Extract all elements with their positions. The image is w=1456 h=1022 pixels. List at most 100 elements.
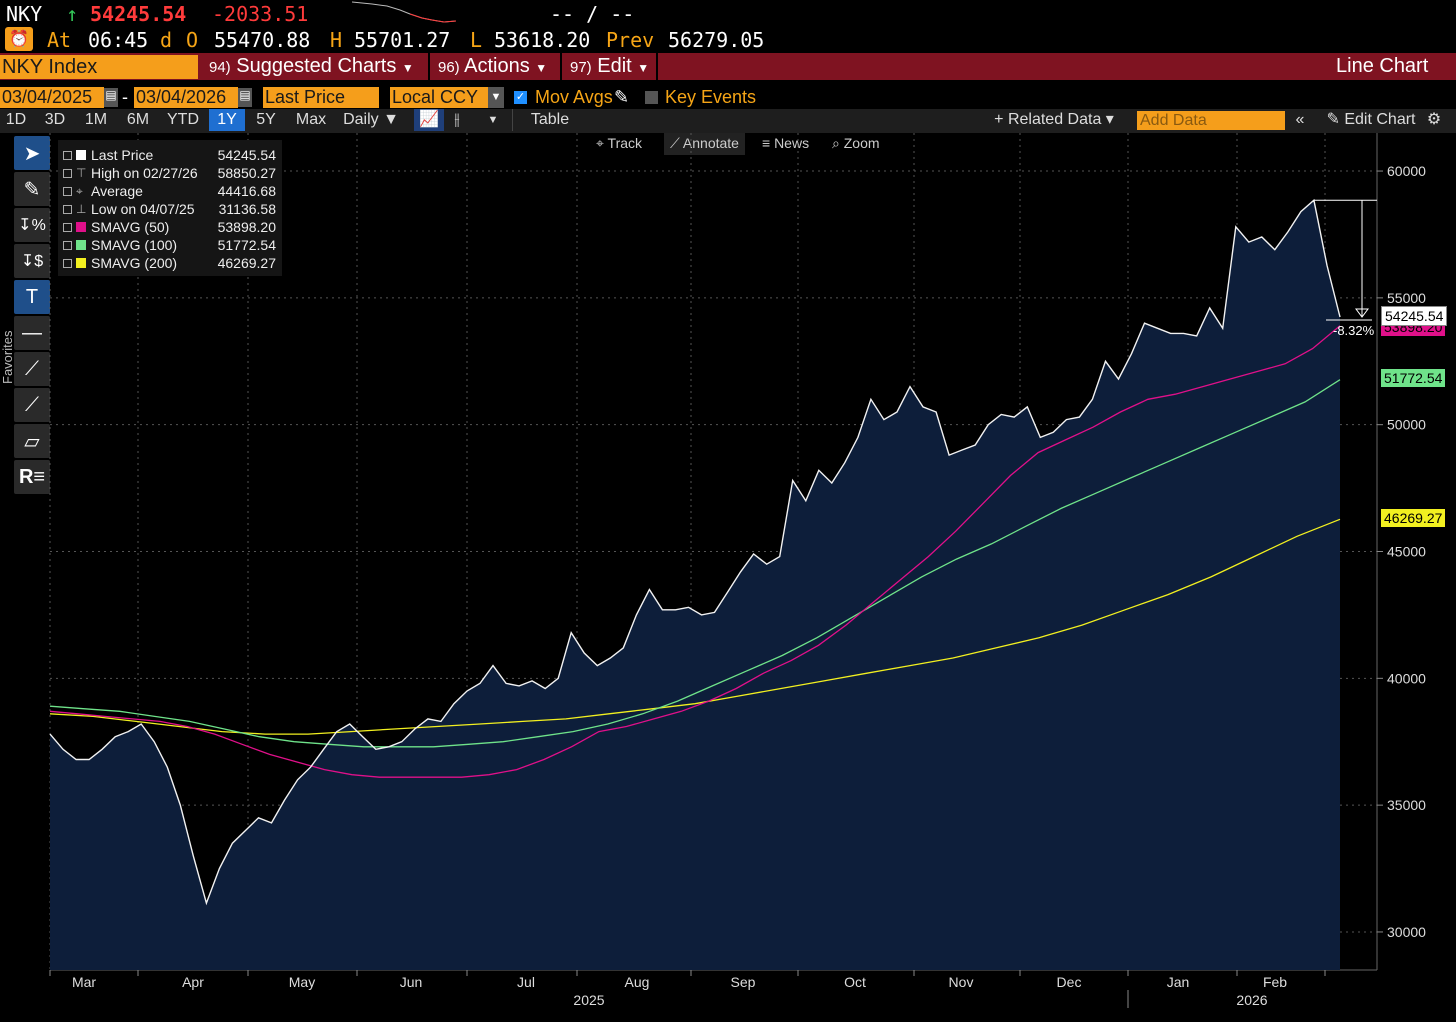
ray-line-icon[interactable]: ⟋ [14, 388, 50, 422]
legend-row[interactable]: Last Price 54245.54 [58, 146, 282, 164]
last-price-line [49, 198, 1341, 906]
collapse-icon[interactable]: « [1295, 111, 1305, 128]
gear-icon[interactable]: ⚙ [1426, 111, 1442, 128]
legend-value: 54245.54 [217, 147, 276, 163]
legend-row[interactable]: ⊥ Low on 04/07/25 31136.58 [58, 200, 282, 218]
x-tick-label: Mar [72, 974, 96, 990]
year-label: 2025 [573, 992, 604, 1008]
horizontal-line-icon[interactable]: — [14, 316, 50, 350]
chart-legend[interactable]: Last Price 54245.54 ⊤ High on 02/27/26 58850… [58, 140, 282, 276]
legend-value: 44416.68 [217, 183, 276, 199]
ticker-symbol: NKY [6, 2, 43, 26]
legend-checkbox [63, 241, 72, 250]
legend-row[interactable]: SMAVG (50) 53898.20 [58, 218, 282, 236]
related-data-menu[interactable]: + Related Data ▾ [994, 111, 1114, 128]
chevron-down-icon[interactable]: ▼ [488, 87, 504, 108]
smavg-200-line [49, 518, 1341, 735]
track-button[interactable]: ⌖ Track [596, 135, 643, 151]
y-tick-label: 60000 [1387, 163, 1426, 179]
year-label: 2026 [1236, 992, 1267, 1008]
range-ytd[interactable]: YTD [167, 111, 199, 128]
low-price: 53618.20 [494, 28, 591, 52]
trendline-icon[interactable]: ⟋ [14, 352, 50, 386]
range-1m[interactable]: 1M [84, 111, 108, 128]
actions-menu[interactable]: 96) Actions ▼ [438, 55, 548, 77]
x-tick-label: Sep [731, 974, 756, 990]
range-5y[interactable]: 5Y [256, 111, 276, 128]
legend-value: 58850.27 [217, 165, 276, 181]
legend-row[interactable]: ⊤ High on 02/27/26 58850.27 [58, 164, 282, 182]
drawdown-label: -8.32% [1333, 323, 1375, 338]
annotate-button[interactable]: ⟋ Annotate [664, 133, 745, 155]
mov-avgs-label[interactable]: Mov Avgs [535, 87, 613, 107]
legend-swatch: ⊥ [76, 202, 87, 216]
line-chart-icon[interactable]: 📈 [414, 109, 444, 131]
ohlc-line: ⏰ At 06:45 d O 55470.88 H 55701.27 L 536… [0, 26, 1456, 52]
key-events-label[interactable]: Key Events [665, 87, 757, 107]
high-price: 55701.27 [354, 28, 451, 52]
legend-swatch: ⌖ [76, 184, 83, 198]
y-tick-label: 45000 [1387, 544, 1426, 560]
calendar-icon[interactable]: ▤ [104, 88, 118, 107]
bar-chart-icon[interactable]: ⫲ [454, 111, 460, 128]
suggested-charts-menu[interactable]: 94) Suggested Charts ▼ [209, 55, 414, 77]
security-field[interactable]: NKY Index [0, 55, 198, 79]
channel-icon[interactable]: ▱ [14, 424, 50, 458]
draw-pen-icon[interactable]: ✎ [14, 172, 50, 206]
percent-measure-icon[interactable]: ↧% [14, 208, 50, 242]
range-3d[interactable]: 3D [44, 111, 66, 128]
legend-swatch [76, 222, 86, 232]
edit-menu[interactable]: 97) Edit ▼ [570, 55, 650, 77]
open-price: 55470.88 [214, 28, 311, 52]
price-measure-icon[interactable]: ↧$ [14, 244, 50, 278]
axis-value-tag: 51772.54 [1381, 369, 1446, 387]
legend-label: High on 02/27/26 [91, 165, 198, 181]
add-data-input[interactable]: Add Data [1137, 111, 1285, 130]
range-1d[interactable]: 1D [5, 111, 27, 128]
net-change: -2033.51 [212, 2, 309, 26]
axis-value-tag: 46269.27 [1381, 509, 1446, 527]
range-6m[interactable]: 6M [126, 111, 150, 128]
pointer-icon[interactable]: ➤ [14, 136, 50, 170]
y-tick-label: 40000 [1387, 670, 1426, 686]
text-tool-icon[interactable]: T [14, 280, 50, 314]
prev-close: 56279.05 [668, 28, 765, 52]
legend-row[interactable]: ⌖ Average 44416.68 [58, 182, 282, 200]
calendar-icon[interactable]: ▤ [238, 88, 252, 107]
legend-checkbox [63, 187, 72, 196]
range-max[interactable]: Max [295, 111, 327, 128]
range-1y[interactable]: 1Y [209, 109, 245, 131]
quote-line: NKY ↑ 54245.54 -2033.51 -- / -- [0, 0, 1456, 26]
currency-select[interactable]: Local CCY [390, 87, 488, 108]
legend-row[interactable]: SMAVG (100) 51772.54 [58, 236, 282, 254]
edit-chart-button[interactable]: ✎ Edit Chart [1326, 111, 1416, 128]
y-tick-label: 30000 [1387, 924, 1426, 940]
field-select[interactable]: Last Price [263, 87, 379, 108]
quote-time: 06:45 [88, 28, 149, 52]
chevron-down-icon[interactable]: ▼ [487, 114, 499, 126]
legend-value: 53898.20 [217, 219, 276, 235]
range-toolbar: 1D 3D 1M 6M YTD 1Y 5Y Max Daily ▼ 📈 ⫲ ▼ … [0, 109, 1456, 133]
legend-row[interactable]: SMAVG (200) 46269.27 [58, 254, 282, 272]
key-events-checkbox[interactable] [645, 91, 658, 104]
legend-label: SMAVG (200) [91, 255, 178, 271]
alert-bell-icon[interactable]: ⏰ [5, 27, 33, 51]
research-icon[interactable]: R≡ [14, 460, 50, 494]
chart-subtoolbar: ⌖ Track ⟋ Annotate ≡ News ⌕ Zoom [590, 133, 900, 155]
pencil-icon[interactable]: ✎ [614, 87, 630, 107]
mov-avgs-checkbox[interactable]: ✓ [514, 91, 527, 104]
up-arrow-icon: ↑ [66, 2, 79, 26]
smavg-50-line [49, 325, 1341, 778]
y-tick-label: 55000 [1387, 290, 1426, 306]
end-date-input[interactable]: 03/04/2026 [134, 87, 238, 108]
zoom-button[interactable]: ⌕ Zoom [832, 135, 880, 151]
x-tick-label: Dec [1057, 974, 1082, 990]
x-tick-label: Jun [400, 974, 423, 990]
table-button[interactable]: Table [512, 109, 587, 131]
frequency-select[interactable]: Daily ▼ [343, 111, 399, 128]
x-tick-label: Jul [517, 974, 535, 990]
start-date-input[interactable]: 03/04/2025 [0, 87, 104, 108]
news-button[interactable]: ≡ News [762, 135, 810, 151]
legend-value: 46269.27 [217, 255, 276, 271]
x-tick-label: Feb [1263, 974, 1287, 990]
